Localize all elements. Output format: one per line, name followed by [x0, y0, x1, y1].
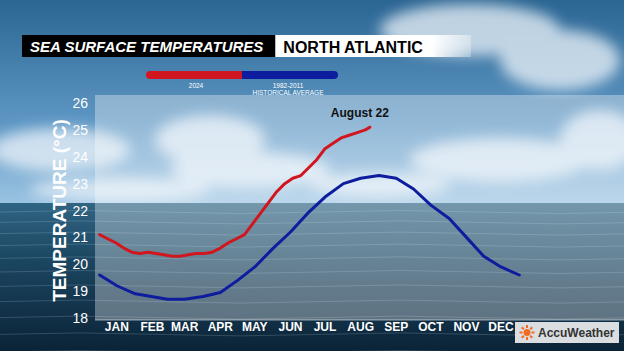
legend-swatch — [242, 71, 334, 79]
y-tick-label: 18 — [72, 310, 88, 326]
logo-ray — [520, 332, 523, 334]
logo-box — [515, 322, 619, 343]
legend-cap — [330, 71, 338, 79]
y-tick-label: 23 — [72, 176, 88, 192]
x-tick-label: JUL — [314, 320, 337, 334]
legend-label: 2024 — [189, 82, 204, 89]
x-tick-label: NOV — [453, 320, 479, 334]
x-tick-label: APR — [208, 320, 234, 334]
y-tick-label: 22 — [72, 203, 88, 219]
title-box — [22, 35, 275, 57]
legend-swatch — [150, 71, 242, 79]
x-tick-label: OCT — [418, 320, 444, 334]
title: SEA SURFACE TEMPERATURES — [30, 38, 263, 55]
logo-ray — [522, 336, 524, 338]
subtitle-box — [275, 35, 471, 57]
logo-ray — [526, 325, 528, 328]
y-tick-label: 24 — [72, 149, 88, 165]
annotation: August 22 — [331, 106, 389, 120]
x-tick-label: JAN — [105, 320, 129, 334]
y-tick-label: 26 — [72, 95, 88, 111]
y-tick-label: 21 — [72, 229, 88, 245]
y-axis-title: TEMPERATURE (°C) — [49, 119, 70, 301]
legend-label: 1982-2011HISTORICAL AVERAGE — [252, 82, 324, 96]
logo-ray — [530, 336, 532, 338]
chart: SEA SURFACE TEMPERATURES NORTH ATLANTIC 20… — [0, 0, 624, 351]
x-tick-label: AUG — [347, 320, 374, 334]
x-tick-label: MAY — [242, 320, 268, 334]
legend-label-line: 1982-2011 — [273, 82, 304, 89]
x-tick-label: FEB — [141, 320, 165, 334]
x-tick-label: MAR — [171, 320, 199, 334]
logo-ray — [530, 327, 532, 329]
series-line — [100, 176, 520, 300]
branding: AccuWeather — [538, 326, 615, 340]
plot-lines — [100, 127, 520, 299]
plot-panel — [95, 95, 624, 320]
logo-ray — [526, 337, 528, 340]
legend-cap — [146, 71, 154, 79]
y-tick-label: 19 — [72, 283, 88, 299]
logo-icon — [520, 325, 535, 340]
x-tick-label: DEC — [488, 320, 514, 334]
y-tick-label: 25 — [72, 122, 88, 138]
x-tick-label: JUN — [278, 320, 302, 334]
logo-ray — [532, 332, 535, 334]
x-tick-label: SEP — [384, 320, 408, 334]
subtitle: NORTH ATLANTIC — [283, 39, 423, 56]
cloud — [500, 30, 620, 90]
legend-label-line: HISTORICAL AVERAGE — [252, 89, 324, 96]
logo-ray — [522, 327, 524, 329]
logo-sun — [524, 329, 531, 336]
series-line — [100, 127, 370, 256]
y-tick-label: 20 — [72, 256, 88, 272]
